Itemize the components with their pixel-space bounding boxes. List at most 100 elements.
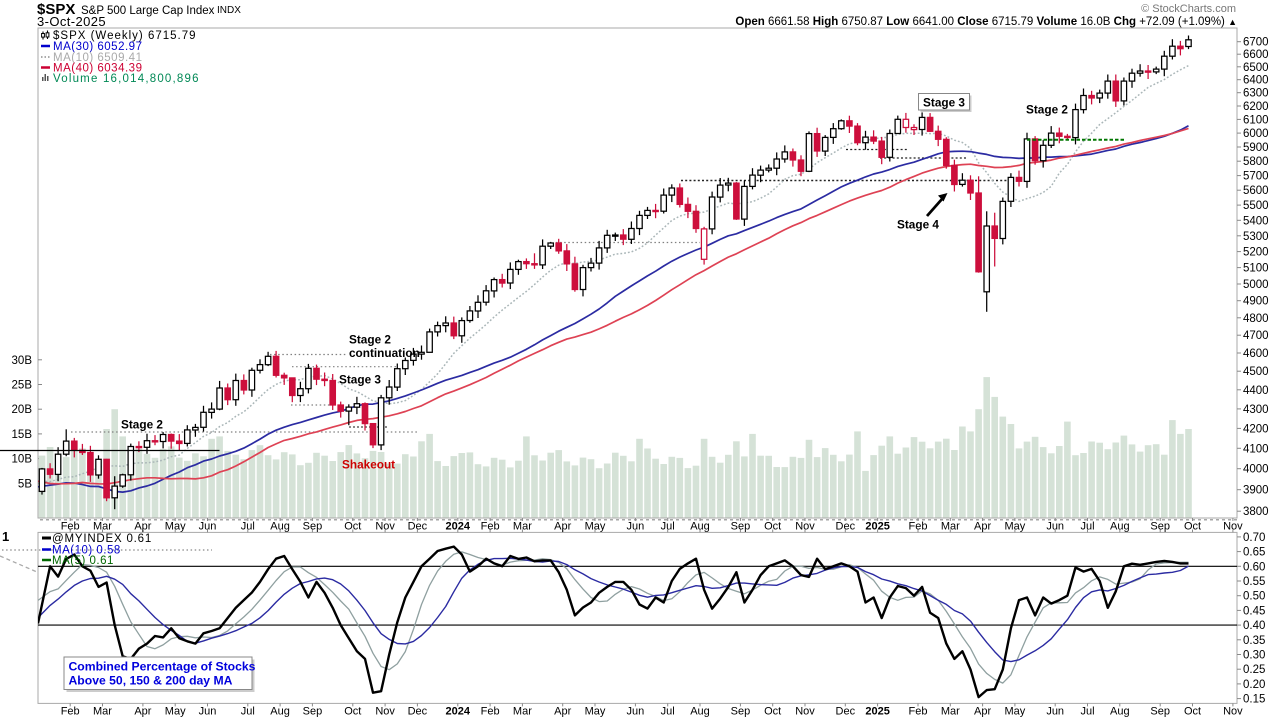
svg-text:Aug: Aug [270,521,290,533]
svg-text:MA(30) 6052.97: MA(30) 6052.97 [53,41,142,53]
svg-text:Nov: Nov [375,521,395,533]
svg-text:25B: 25B [12,380,33,392]
svg-text:0.35: 0.35 [1243,635,1265,647]
svg-text:MA(10) 6509.41: MA(10) 6509.41 [53,52,142,64]
svg-text:Aug: Aug [1110,706,1130,718]
svg-text:Nov: Nov [795,706,815,718]
svg-text:6500: 6500 [1243,62,1269,74]
svg-text:5B: 5B [18,478,32,490]
svg-text:0.20: 0.20 [1243,679,1265,691]
svg-text:5300: 5300 [1243,231,1269,243]
svg-text:Stage 2: Stage 2 [1026,103,1068,117]
svg-text:Apr: Apr [134,706,151,718]
svg-text:0.15: 0.15 [1243,694,1265,706]
svg-text:10B: 10B [12,454,33,466]
svg-text:Nov: Nov [1223,706,1243,718]
svg-text:2024: 2024 [446,706,471,718]
svg-text:4200: 4200 [1243,423,1269,435]
svg-text:$SPX: $SPX [37,1,75,18]
svg-text:Mar: Mar [941,706,960,718]
svg-text:Mar: Mar [941,521,960,533]
svg-text:Apr: Apr [554,706,571,718]
svg-text:0.55: 0.55 [1243,576,1265,588]
svg-text:Stage 4: Stage 4 [897,218,939,232]
svg-text:0.25: 0.25 [1243,664,1265,676]
svg-text:Oct: Oct [764,521,781,533]
svg-text:Mar: Mar [93,706,112,718]
svg-text:MA(5) 0.61: MA(5) 0.61 [52,555,114,567]
svg-text:Mar: Mar [513,521,532,533]
svg-text:Oct: Oct [344,706,361,718]
svg-text:3800: 3800 [1243,506,1269,518]
svg-text:4900: 4900 [1243,296,1269,308]
svg-text:30B: 30B [12,355,33,367]
svg-text:15B: 15B [12,429,33,441]
svg-text:INDX: INDX [217,5,241,16]
svg-text:Feb: Feb [909,706,928,718]
svg-text:May: May [585,521,606,533]
svg-text:6300: 6300 [1243,88,1269,100]
svg-text:0.60: 0.60 [1243,561,1265,573]
svg-text:0.50: 0.50 [1243,591,1265,603]
svg-text:Sep: Sep [1150,521,1170,533]
svg-text:Oct: Oct [1184,521,1201,533]
svg-text:5800: 5800 [1243,156,1269,168]
svg-text:5600: 5600 [1243,185,1269,197]
svg-text:May: May [1005,706,1026,718]
svg-text:Oct: Oct [344,521,361,533]
svg-text:3900: 3900 [1243,485,1269,497]
svg-text:2024: 2024 [446,521,471,533]
svg-text:Feb: Feb [61,706,80,718]
svg-text:Feb: Feb [481,521,500,533]
svg-text:4100: 4100 [1243,443,1269,455]
svg-text:Jun: Jun [199,521,217,533]
svg-text:20B: 20B [12,404,33,416]
svg-text:Sep: Sep [731,521,751,533]
svg-text:4800: 4800 [1243,313,1269,325]
svg-text:4400: 4400 [1243,385,1269,397]
svg-text:5000: 5000 [1243,279,1269,291]
svg-text:5400: 5400 [1243,215,1269,227]
svg-text:3-Oct-2025: 3-Oct-2025 [37,14,106,29]
svg-text:Oct: Oct [764,706,781,718]
svg-text:Feb: Feb [909,521,928,533]
svg-text:Aug: Aug [690,521,710,533]
svg-text:Stage 2: Stage 2 [349,333,391,347]
svg-text:Sep: Sep [731,706,751,718]
svg-text:Jun: Jun [627,521,645,533]
svg-text:1: 1 [2,529,9,544]
svg-text:Aug: Aug [1110,521,1130,533]
svg-text:0.70: 0.70 [1243,532,1265,544]
svg-text:Combined Percentage of Stocks: Combined Percentage of Stocks [69,660,256,674]
svg-text:Jun: Jun [1046,706,1064,718]
svg-text:4300: 4300 [1243,404,1269,416]
svg-text:Stage 2: Stage 2 [121,418,163,432]
svg-text:Volume 16,014,800,896: Volume 16,014,800,896 [53,73,200,85]
svg-text:MA(40) 6034.39: MA(40) 6034.39 [53,63,142,75]
svg-text:2025: 2025 [865,521,889,533]
svg-text:6400: 6400 [1243,75,1269,87]
svg-text:Sep: Sep [303,706,323,718]
svg-text:5100: 5100 [1243,263,1269,275]
svg-text:Stage 3: Stage 3 [339,373,381,387]
svg-text:0.30: 0.30 [1243,650,1265,662]
svg-text:2025: 2025 [865,706,889,718]
svg-text:6200: 6200 [1243,101,1269,113]
svg-text:MA(10) 0.58: MA(10) 0.58 [52,545,121,557]
svg-text:Stage 3: Stage 3 [923,96,965,110]
svg-text:5700: 5700 [1243,171,1269,183]
svg-text:May: May [1005,521,1026,533]
svg-text:Mar: Mar [513,706,532,718]
svg-text:May: May [585,706,606,718]
svg-text:4500: 4500 [1243,366,1269,378]
svg-text:Apr: Apr [974,706,991,718]
svg-text:$SPX (Weekly) 6715.79: $SPX (Weekly) 6715.79 [53,30,197,42]
svg-text:5900: 5900 [1243,142,1269,154]
svg-text:Above 50, 150 & 200 day MA: Above 50, 150 & 200 day MA [69,674,233,688]
svg-text:4000: 4000 [1243,464,1269,476]
svg-text:0.40: 0.40 [1243,620,1265,632]
svg-text:Mar: Mar [93,521,112,533]
svg-text:Dec: Dec [836,706,856,718]
svg-text:Nov: Nov [375,706,395,718]
svg-text:Dec: Dec [836,521,856,533]
